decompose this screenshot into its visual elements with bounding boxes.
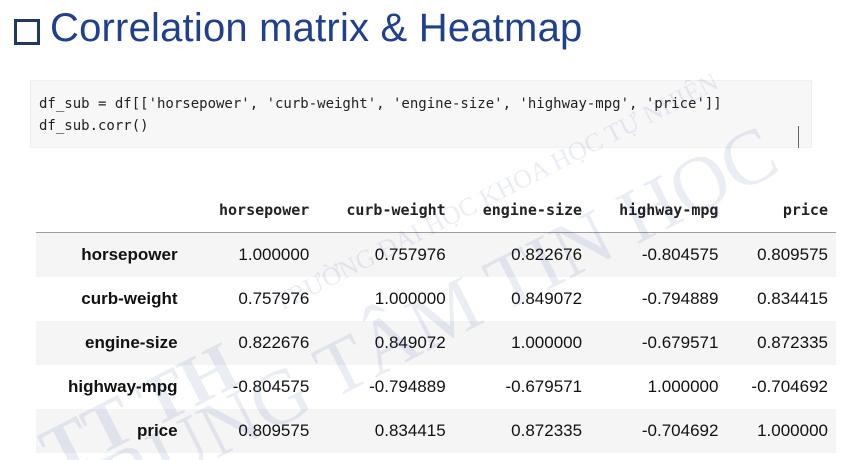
table-cell: -0.704692 [641, 421, 719, 440]
column-header: price [726, 188, 836, 233]
column-header: highway-mpg [590, 188, 727, 233]
table-cell: 0.834415 [374, 421, 446, 440]
table-cell: 1.000000 [511, 333, 583, 352]
table-row: horsepower 1.000000 0.757976 0.822676 -0… [36, 232, 836, 277]
code-line-1: df_sub = df[['horsepower', 'curb-weight'… [39, 96, 722, 112]
table-cell: 0.757976 [238, 289, 310, 308]
table-cell: 0.849072 [374, 333, 446, 352]
slide-title-text: Correlation matrix & Heatmap [50, 6, 583, 50]
table-cell: -0.794889 [641, 289, 719, 308]
table-row: curb-weight 0.757976 1.000000 0.849072 -… [36, 277, 836, 321]
table-row: highway-mpg -0.804575 -0.794889 -0.67957… [36, 365, 836, 409]
table-cell: 1.000000 [374, 289, 446, 308]
table-cell: 1.000000 [647, 377, 719, 396]
table-cell: -0.704692 [751, 377, 828, 396]
table-cell: 0.822676 [511, 245, 583, 264]
table-cell: 0.872335 [511, 421, 583, 440]
table-cell: 0.834415 [757, 289, 828, 308]
table-cell: -0.794889 [369, 377, 446, 396]
table-cell: 0.822676 [238, 333, 310, 352]
table-cell: -0.679571 [641, 333, 719, 352]
row-label: engine-size [84, 333, 178, 352]
row-label: highway-mpg [68, 377, 178, 396]
table-cell: 0.809575 [757, 245, 828, 264]
column-header: curb-weight [317, 188, 454, 233]
table-header-row: horsepower curb-weight engine-size highw… [36, 188, 836, 233]
column-header: horsepower [191, 188, 318, 233]
table-cell: -0.679571 [505, 377, 583, 396]
checkbox-bullet-icon [14, 18, 40, 45]
table-cell: 1.000000 [238, 245, 310, 264]
row-label: price [136, 421, 178, 440]
table-cell: 0.872335 [757, 333, 828, 352]
table-cell: 0.849072 [511, 289, 583, 308]
table-row: price 0.809575 0.834415 0.872335 -0.7046… [36, 409, 836, 453]
text-cursor [798, 126, 799, 148]
table-row: engine-size 0.822676 0.849072 1.000000 -… [36, 321, 836, 365]
slide-title: Correlation matrix & Heatmap [14, 6, 582, 51]
table-corner-cell [36, 188, 192, 233]
table-cell: 0.757976 [374, 245, 446, 264]
row-label: curb-weight [81, 289, 178, 308]
table-cell: 1.000000 [757, 421, 828, 440]
correlation-table: horsepower curb-weight engine-size highw… [36, 188, 836, 453]
row-label: horsepower [81, 245, 178, 264]
column-header: engine-size [453, 188, 591, 233]
table-cell: -0.804575 [641, 245, 719, 264]
code-cell: df_sub = df[['horsepower', 'curb-weight'… [30, 80, 812, 148]
table-cell: 0.809575 [238, 421, 310, 440]
code-line-2: df_sub.corr() [39, 118, 149, 134]
table-cell: -0.804575 [232, 377, 310, 396]
